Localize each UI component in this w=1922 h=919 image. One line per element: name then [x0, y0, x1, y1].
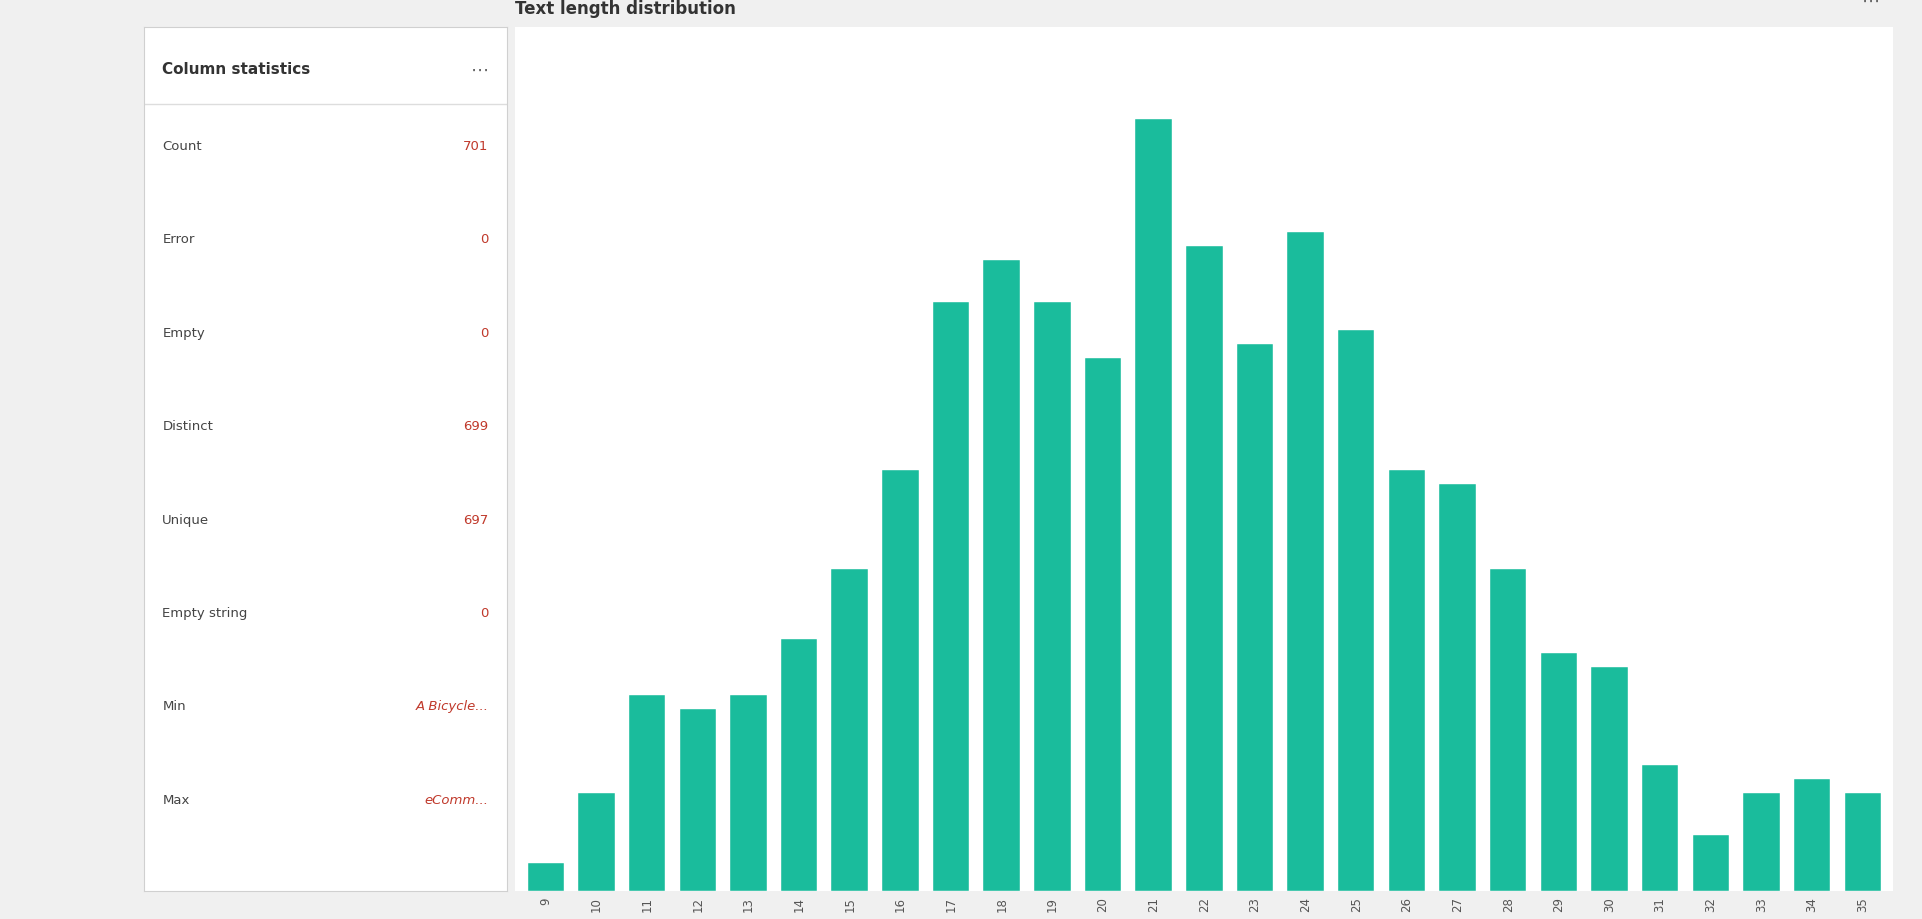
Text: Text length distribution: Text length distribution [515, 0, 736, 17]
Bar [882, 471, 919, 891]
Bar [1136, 120, 1172, 891]
Text: A Bicycle...: A Bicycle... [415, 699, 488, 712]
Bar [1338, 331, 1374, 891]
Text: Empty string: Empty string [161, 607, 248, 619]
Bar [1743, 793, 1780, 891]
Text: eComm...: eComm... [425, 793, 488, 806]
Text: Count: Count [161, 140, 202, 153]
Bar [1440, 484, 1476, 891]
Bar [1288, 233, 1324, 891]
Text: Empty: Empty [161, 326, 206, 339]
Bar [932, 302, 969, 891]
Bar [628, 695, 665, 891]
Text: Max: Max [161, 793, 190, 806]
Bar [1186, 246, 1222, 891]
Bar [1084, 358, 1121, 891]
Text: 697: 697 [463, 513, 488, 526]
Text: ⋯: ⋯ [471, 62, 488, 80]
Bar [1591, 667, 1628, 891]
Bar [730, 695, 767, 891]
Text: 701: 701 [463, 140, 488, 153]
Bar [1390, 471, 1424, 891]
Bar [579, 793, 615, 891]
Bar [780, 639, 817, 891]
Text: Distinct: Distinct [161, 420, 213, 433]
Text: ⋯: ⋯ [1860, 0, 1880, 11]
Text: 0: 0 [480, 326, 488, 339]
Bar [832, 569, 869, 891]
Bar [1793, 779, 1830, 891]
Text: 0: 0 [480, 607, 488, 619]
Bar [680, 709, 717, 891]
Bar [984, 260, 1021, 891]
Bar [1034, 302, 1071, 891]
Bar [1541, 653, 1578, 891]
Bar [1641, 766, 1678, 891]
Text: 0: 0 [480, 233, 488, 246]
Bar [1490, 569, 1526, 891]
Bar [1236, 345, 1272, 891]
Text: Min: Min [161, 699, 186, 712]
Text: Column statistics: Column statistics [161, 62, 311, 77]
Text: Error: Error [161, 233, 194, 246]
Text: Unique: Unique [161, 513, 209, 526]
Bar [1693, 835, 1730, 891]
Text: 699: 699 [463, 420, 488, 433]
Bar [527, 863, 563, 891]
Bar [1845, 793, 1882, 891]
